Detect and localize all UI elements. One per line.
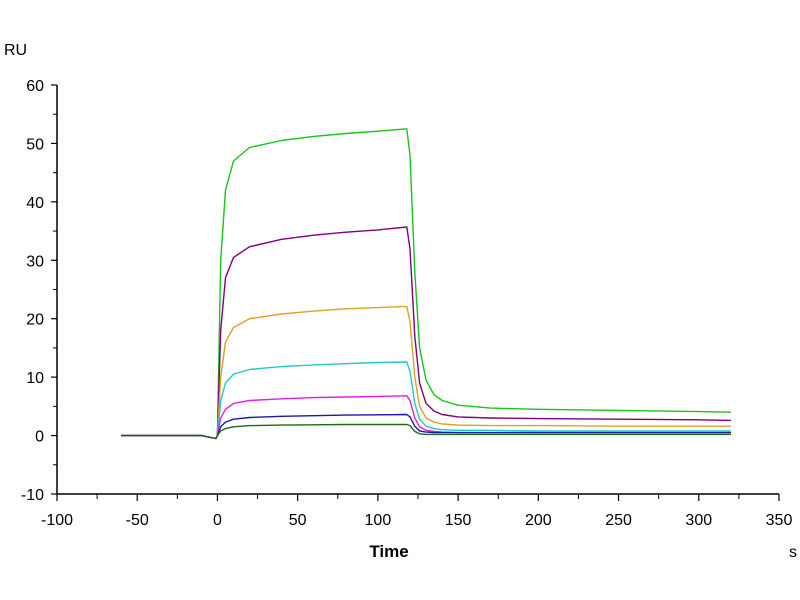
series-line-2	[121, 226, 731, 440]
y-axis-unit-label: RU	[4, 42, 27, 59]
x-tick-label: 150	[445, 512, 472, 529]
y-tick-label: -10	[21, 487, 44, 504]
x-tick-label: 250	[605, 512, 632, 529]
y-tick-label: 40	[26, 195, 44, 212]
y-tick-label: 0	[35, 429, 44, 446]
x-tick-label: 0	[213, 512, 222, 529]
y-tick-label: 60	[26, 78, 44, 95]
x-tick-label: 50	[289, 512, 307, 529]
y-tick-label: 30	[26, 253, 44, 270]
series-line-3	[121, 305, 731, 440]
x-tick-label: 350	[766, 512, 793, 529]
x-tick-label: -50	[126, 512, 149, 529]
x-tick-label: -100	[41, 512, 73, 529]
series-layer	[121, 128, 731, 440]
y-tick-label: 20	[26, 312, 44, 329]
y-ticks: -10 0 10 20 30 40 50 60	[21, 78, 57, 504]
x-axis-unit-label: s	[789, 544, 797, 561]
series-line-4	[121, 361, 731, 440]
y-tick-label: 50	[26, 136, 44, 153]
x-ticks: -100 -50 0 50 100 150 200 250 300 350	[41, 494, 792, 529]
x-tick-label: 300	[685, 512, 712, 529]
series-line-6	[121, 413, 731, 440]
y-tick-label: 10	[26, 370, 44, 387]
x-tick-label: 200	[525, 512, 552, 529]
series-line-7	[121, 423, 731, 440]
x-tick-label: 100	[365, 512, 392, 529]
series-line-1	[121, 128, 731, 440]
x-axis-title: Time	[369, 542, 408, 561]
